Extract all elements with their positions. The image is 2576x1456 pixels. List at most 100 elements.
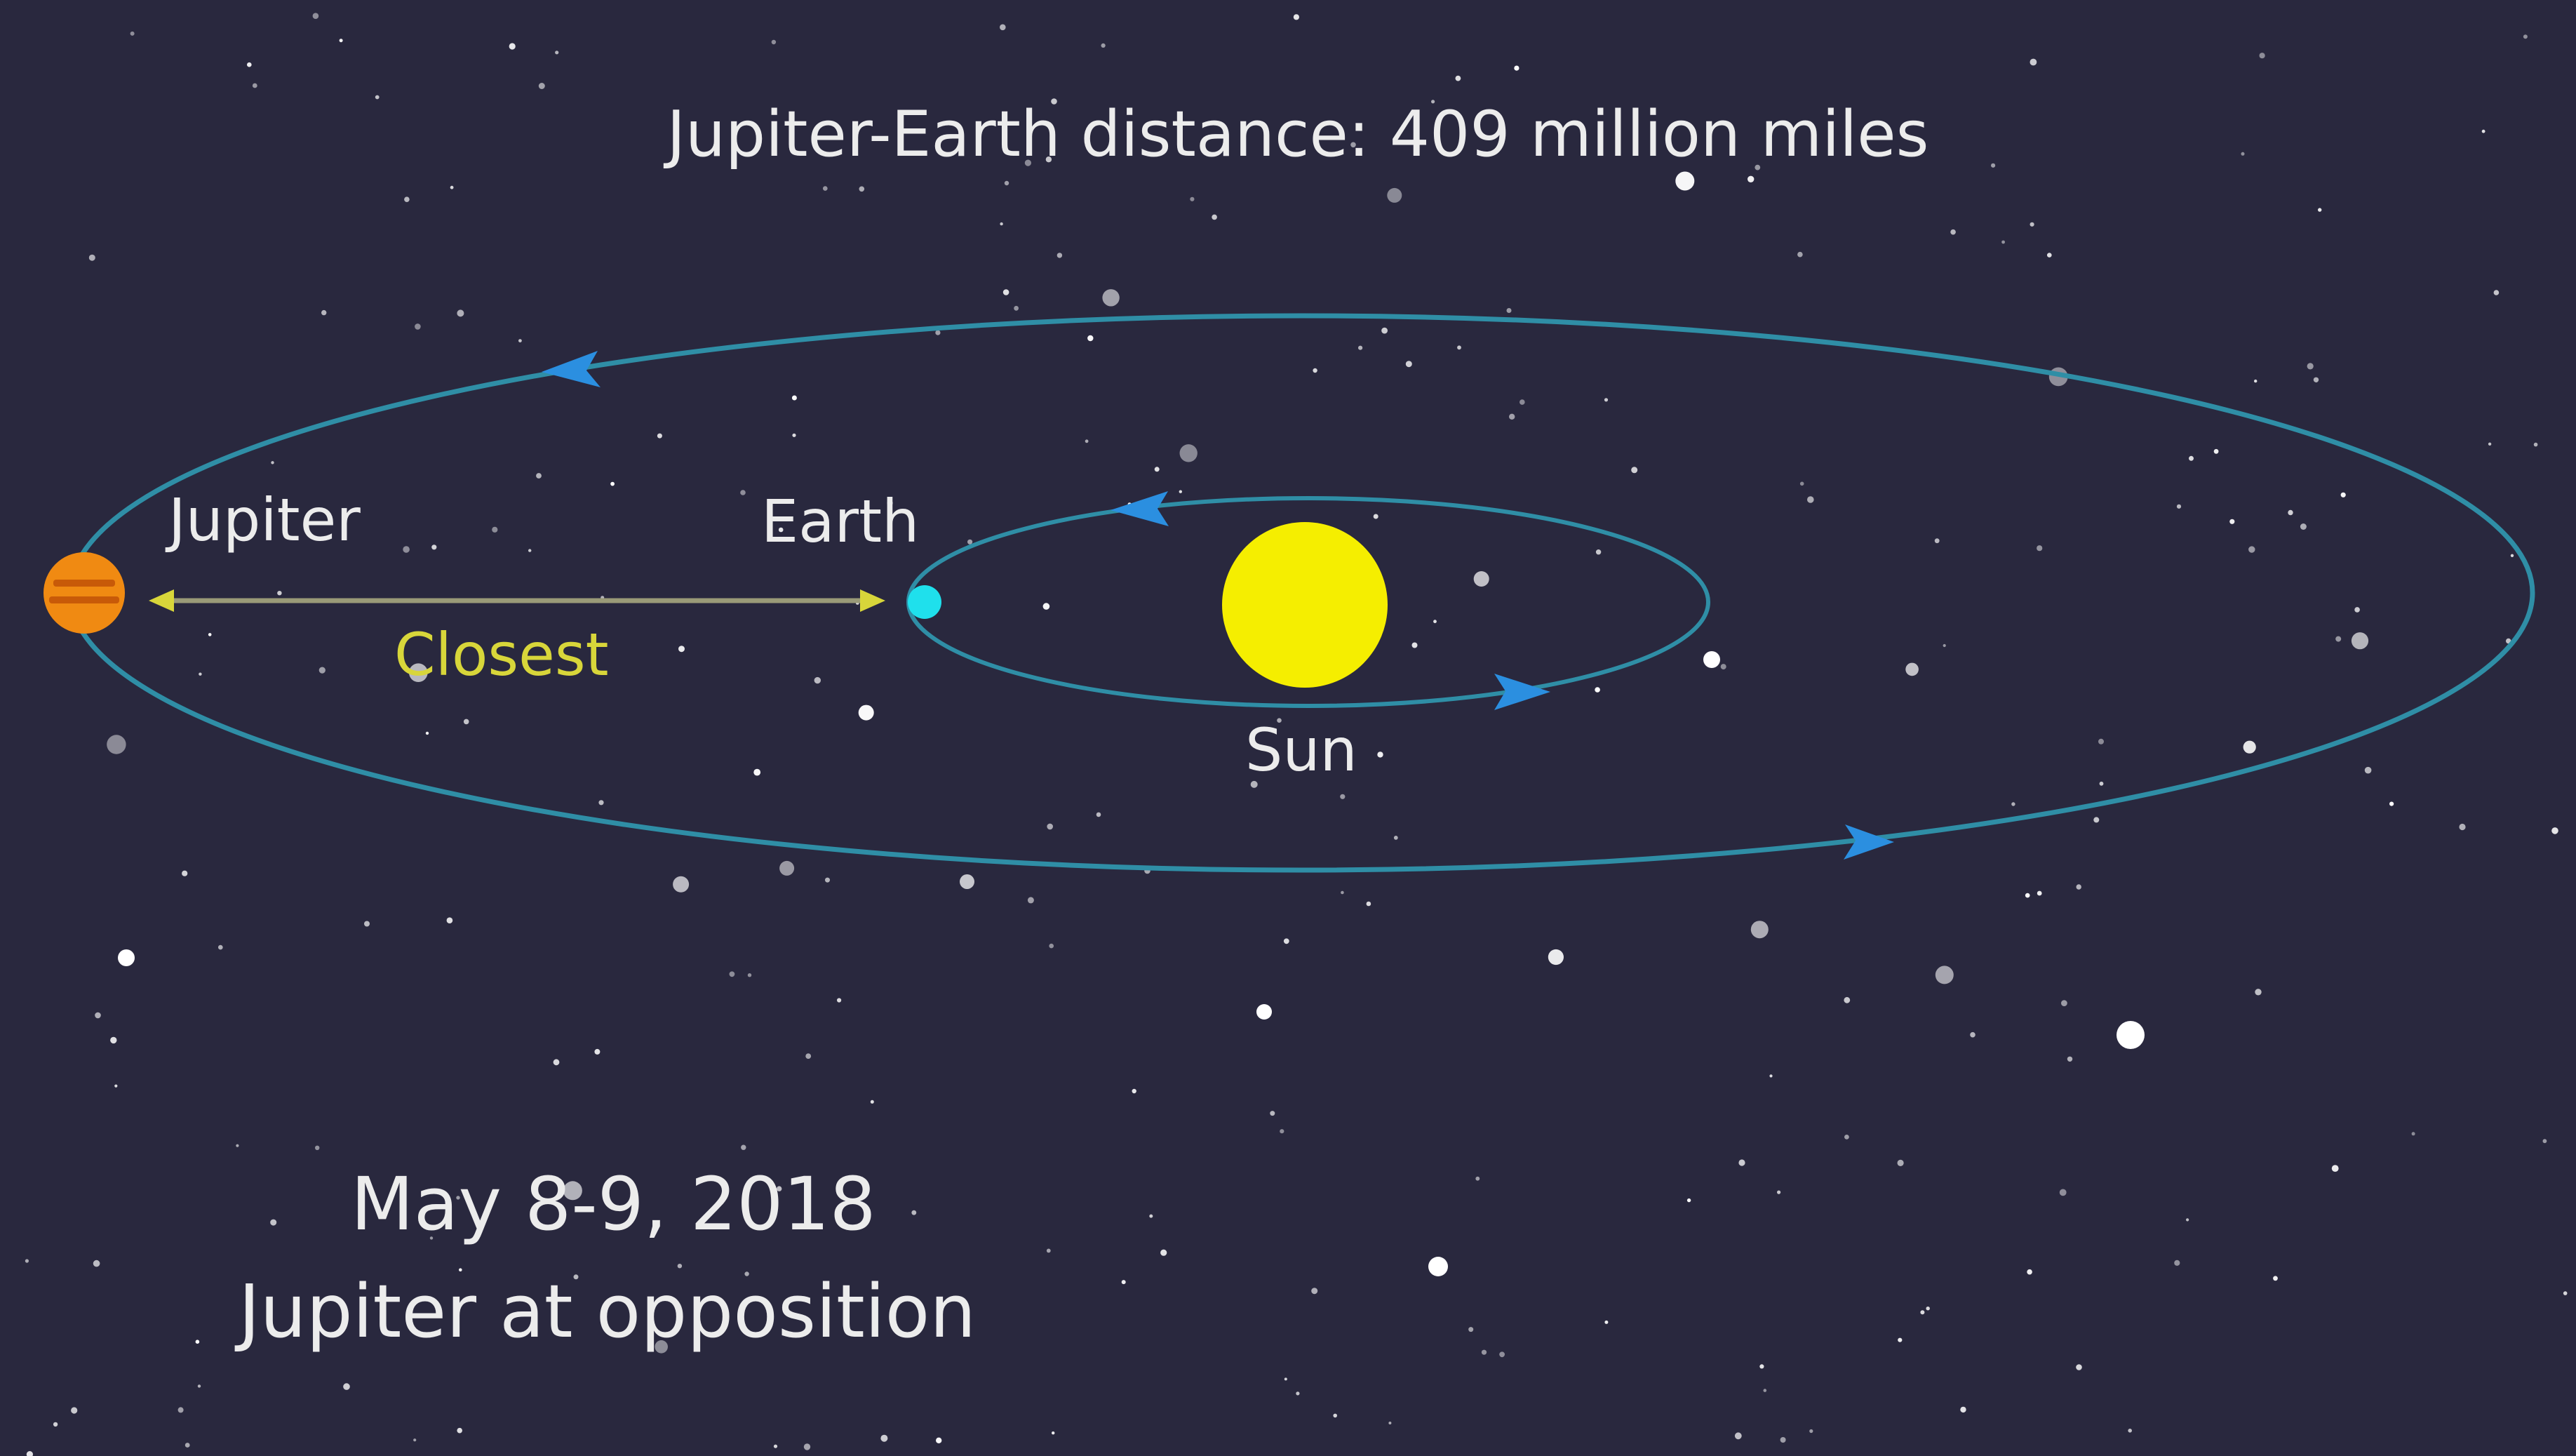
star [2523, 34, 2528, 39]
star [208, 633, 212, 636]
star [1433, 620, 1437, 624]
star [1388, 1422, 1392, 1424]
star [1270, 1111, 1275, 1116]
star [2128, 1429, 2132, 1433]
star [655, 1340, 668, 1354]
star [2351, 632, 2369, 650]
star [1769, 1074, 1773, 1078]
star [1333, 1413, 1337, 1418]
star [2174, 1260, 2180, 1266]
star [1509, 413, 1515, 420]
star [2459, 823, 2466, 831]
star [2551, 827, 2558, 834]
star [967, 539, 973, 545]
star [2061, 1000, 2067, 1006]
sun-label: Sun [1245, 716, 1357, 784]
star [1799, 481, 1804, 486]
star [312, 13, 319, 20]
star [2313, 377, 2319, 382]
star [1004, 180, 1009, 186]
star [1970, 1031, 1975, 1038]
star [339, 39, 343, 43]
star [1014, 305, 1019, 311]
star [343, 1383, 350, 1390]
star [409, 663, 428, 682]
star [740, 490, 746, 495]
star [1280, 1129, 1284, 1134]
arrowhead-left-icon [149, 589, 174, 612]
star [404, 196, 410, 203]
star [1387, 187, 1402, 203]
star [741, 1144, 746, 1150]
star [118, 949, 135, 966]
star [1045, 156, 1052, 163]
star [1190, 196, 1195, 201]
star [1428, 1257, 1448, 1276]
star [185, 1443, 190, 1448]
star [1046, 1248, 1051, 1253]
star [678, 646, 685, 653]
star [2030, 58, 2037, 66]
star [2037, 890, 2042, 896]
star [1411, 642, 1418, 648]
star [911, 1210, 917, 1215]
star [1926, 1307, 1930, 1311]
star [1747, 175, 1755, 182]
star [1049, 943, 1054, 949]
star [26, 1451, 33, 1456]
star [1738, 1159, 1745, 1166]
star [880, 1434, 888, 1442]
star [837, 998, 842, 1003]
star [1905, 662, 1919, 676]
star [2067, 1056, 2073, 1062]
star [1604, 398, 1609, 402]
star [1686, 1198, 1691, 1203]
star [1475, 1176, 1480, 1181]
star [463, 719, 469, 725]
star [2300, 523, 2307, 530]
star [218, 944, 223, 950]
star [1943, 643, 1946, 648]
star [1149, 1214, 1153, 1218]
star [1160, 1249, 1167, 1256]
star [130, 31, 135, 36]
star [1366, 901, 1371, 907]
star [1991, 163, 1996, 168]
star [1703, 651, 1720, 668]
star [1250, 780, 1258, 788]
star [791, 395, 797, 401]
star [315, 1145, 320, 1151]
star [1000, 24, 1006, 31]
star [1514, 65, 1520, 71]
star [747, 973, 752, 977]
star [1844, 996, 1851, 1003]
star [195, 1340, 200, 1344]
star [1350, 142, 1356, 148]
star [1457, 345, 1461, 350]
star [555, 51, 559, 55]
star [2027, 1269, 2032, 1275]
diagram-title: Jupiter-Earth distance: 409 million mile… [663, 98, 1928, 171]
star [114, 1084, 118, 1088]
star [1734, 1432, 1742, 1440]
star [573, 1274, 579, 1280]
star [2288, 509, 2293, 516]
orbit-direction-arrow-icon [542, 351, 601, 387]
star [271, 461, 274, 465]
star [538, 83, 545, 89]
star [1499, 1351, 1505, 1358]
star [1179, 444, 1198, 462]
starfield [25, 13, 2568, 1456]
star [2506, 638, 2511, 644]
star [1313, 368, 1317, 373]
star [1296, 1391, 1300, 1396]
star [2335, 636, 2342, 642]
star [1797, 251, 1803, 258]
star [1631, 467, 1638, 474]
star [1468, 1327, 1474, 1333]
star [431, 545, 437, 550]
star [2389, 801, 2394, 806]
star [1759, 1364, 1764, 1369]
star [792, 433, 796, 437]
earth-icon [908, 585, 941, 619]
